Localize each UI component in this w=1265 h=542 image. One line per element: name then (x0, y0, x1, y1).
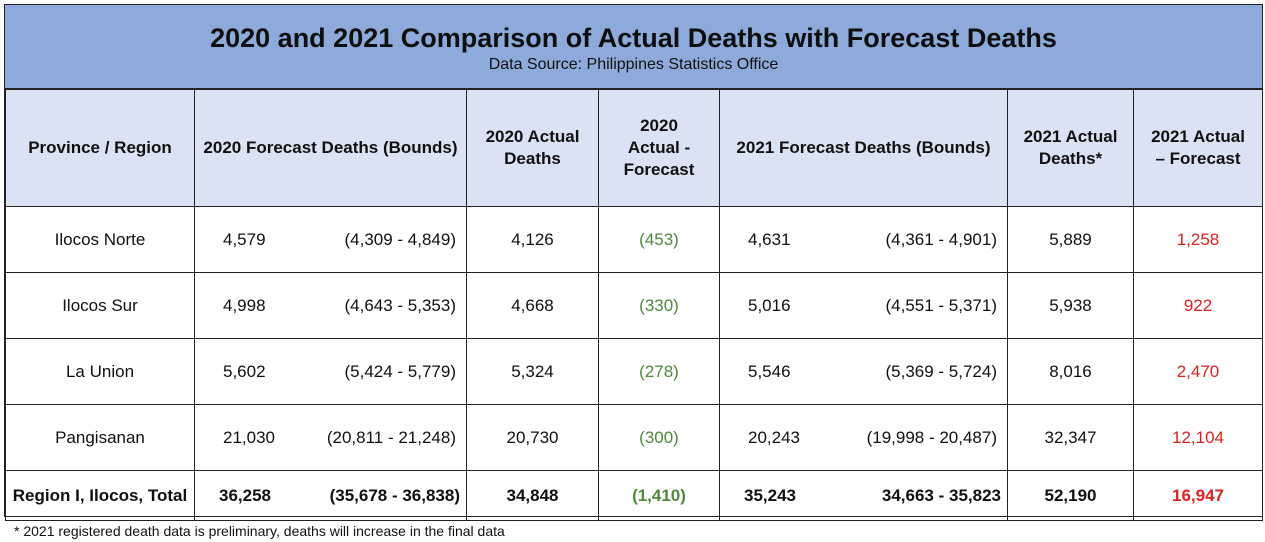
forecast-2021-cell-values: 5,546 (5,369 - 5,724) (720, 362, 1007, 382)
forecast-2020-cell-values: 21,030 (20,811 - 21,248) (195, 428, 466, 448)
forecast-value: 20,243 (748, 427, 800, 447)
forecast-2020-cell-values: 36,258 (35,678 - 36,838) (195, 486, 466, 506)
actual-2021: 5,889 (1007, 206, 1134, 273)
forecast-value: 36,258 (219, 485, 271, 505)
data-source-subtitle: Data Source: Philippines Statistics Offi… (488, 56, 779, 73)
forecast-2020-cell: 4,998 (4,643 - 5,353) (194, 272, 467, 339)
header-actual-2021: 2021 Actual Deaths* (1007, 89, 1134, 207)
diff-2020: (300) (598, 404, 720, 471)
comparison-table-frame: 2020 and 2021 Comparison of Actual Death… (4, 4, 1263, 521)
forecast-bounds: 34,663 - 35,823 (881, 485, 1001, 505)
forecast-2021-cell: 20,243 (19,998 - 20,487) (719, 404, 1008, 471)
diff-2020: (330) (598, 272, 720, 339)
deaths-comparison-table: Province / Region 2020 Forecast Deaths (… (5, 89, 1263, 521)
forecast-2021-cell: 4,631 (4,361 - 4,901) (719, 206, 1008, 273)
diff-2021: 12,104 (1133, 404, 1263, 471)
table-header-row: Province / Region 2020 Forecast Deaths (… (5, 89, 1263, 207)
forecast-2021-cell-values: 4,631 (4,361 - 4,901) (720, 230, 1007, 250)
diff-2021: 2,470 (1133, 338, 1263, 405)
header-forecast-2021: 2021 Forecast Deaths (Bounds) (719, 89, 1008, 207)
forecast-2021-cell: 5,546 (5,369 - 5,724) (719, 338, 1008, 405)
forecast-2020-cell: 36,258 (35,678 - 36,838) (194, 470, 467, 521)
region-name: Region I, Ilocos, Total (5, 470, 195, 521)
actual-2020: 4,668 (466, 272, 599, 339)
forecast-2021-cell-values: 5,016 (4,551 - 5,371) (720, 296, 1007, 316)
header-actual-2020: 2020 Actual Deaths (466, 89, 599, 207)
forecast-value: 5,546 (748, 361, 791, 381)
forecast-value: 5,016 (748, 295, 791, 315)
footnote: * 2021 registered death data is prelimin… (14, 523, 505, 539)
diff-2021: 1,258 (1133, 206, 1263, 273)
forecast-bounds: (5,369 - 5,724) (885, 361, 997, 381)
forecast-2020-cell: 21,030 (20,811 - 21,248) (194, 404, 467, 471)
forecast-bounds: (4,361 - 4,901) (885, 229, 997, 249)
forecast-bounds: (35,678 - 36,838) (329, 485, 460, 505)
header-diff-2021: 2021 Actual – Forecast (1133, 89, 1263, 207)
diff-2021: 922 (1133, 272, 1263, 339)
forecast-2021-cell-values: 20,243 (19,998 - 20,487) (720, 428, 1007, 448)
forecast-2020-cell-values: 4,579 (4,309 - 4,849) (195, 230, 466, 250)
header-forecast-2020: 2020 Forecast Deaths (Bounds) (194, 89, 467, 207)
table-row: Pangisanan 21,030 (20,811 - 21,248) 20,730(… (5, 404, 1263, 471)
actual-2021: 32,347 (1007, 404, 1134, 471)
forecast-value: 5,602 (223, 361, 266, 381)
diff-2021: 16,947 (1133, 470, 1263, 521)
table-row: Ilocos Norte 4,579 (4,309 - 4,849) 4,126 (45… (5, 206, 1263, 273)
forecast-2020-cell: 5,602 (5,424 - 5,779) (194, 338, 467, 405)
header-region: Province / Region (5, 89, 195, 207)
header-diff-2020: 2020 Actual - Forecast (598, 89, 720, 207)
region-name: Pangisanan (5, 404, 195, 471)
page-title: 2020 and 2021 Comparison of Actual Death… (210, 23, 1057, 53)
region-name: Ilocos Sur (5, 272, 195, 339)
diff-2020: (1,410) (598, 470, 720, 521)
forecast-bounds: (4,643 - 5,353) (344, 295, 456, 315)
forecast-2020-cell: 4,579 (4,309 - 4,849) (194, 206, 467, 273)
actual-2021: 52,190 (1007, 470, 1134, 521)
forecast-bounds: (5,424 - 5,779) (344, 361, 456, 381)
forecast-2021-cell: 35,243 34,663 - 35,823 (719, 470, 1008, 521)
forecast-bounds: (4,551 - 5,371) (885, 295, 997, 315)
actual-2021: 8,016 (1007, 338, 1134, 405)
forecast-value: 35,243 (744, 485, 796, 505)
actual-2021: 5,938 (1007, 272, 1134, 339)
forecast-2021-cell: 5,016 (4,551 - 5,371) (719, 272, 1008, 339)
diff-2020: (453) (598, 206, 720, 273)
actual-2020: 4,126 (466, 206, 599, 273)
table-row: La Union 5,602 (5,424 - 5,779) 5,324 (278) 5,… (5, 338, 1263, 405)
forecast-2020-cell-values: 5,602 (5,424 - 5,779) (195, 362, 466, 382)
forecast-2020-cell-values: 4,998 (4,643 - 5,353) (195, 296, 466, 316)
region-name: La Union (5, 338, 195, 405)
diff-2020: (278) (598, 338, 720, 405)
forecast-bounds: (4,309 - 4,849) (344, 229, 456, 249)
total-row: Region I, Ilocos, Total 36,258 (35,678 - 3… (5, 470, 1263, 521)
forecast-bounds: (20,811 - 21,248) (326, 427, 456, 447)
actual-2020: 20,730 (466, 404, 599, 471)
forecast-2021-cell-values: 35,243 34,663 - 35,823 (720, 486, 1007, 506)
region-name: Ilocos Norte (5, 206, 195, 273)
title-bar: 2020 and 2021 Comparison of Actual Death… (5, 5, 1262, 89)
forecast-value: 4,579 (223, 229, 266, 249)
actual-2020: 34,848 (466, 470, 599, 521)
forecast-bounds: (19,998 - 20,487) (866, 427, 997, 447)
table-row: Ilocos Sur 4,998 (4,643 - 5,353) 4,668 (330)… (5, 272, 1263, 339)
forecast-value: 21,030 (223, 427, 275, 447)
forecast-value: 4,998 (223, 295, 266, 315)
forecast-value: 4,631 (748, 229, 791, 249)
actual-2020: 5,324 (466, 338, 599, 405)
